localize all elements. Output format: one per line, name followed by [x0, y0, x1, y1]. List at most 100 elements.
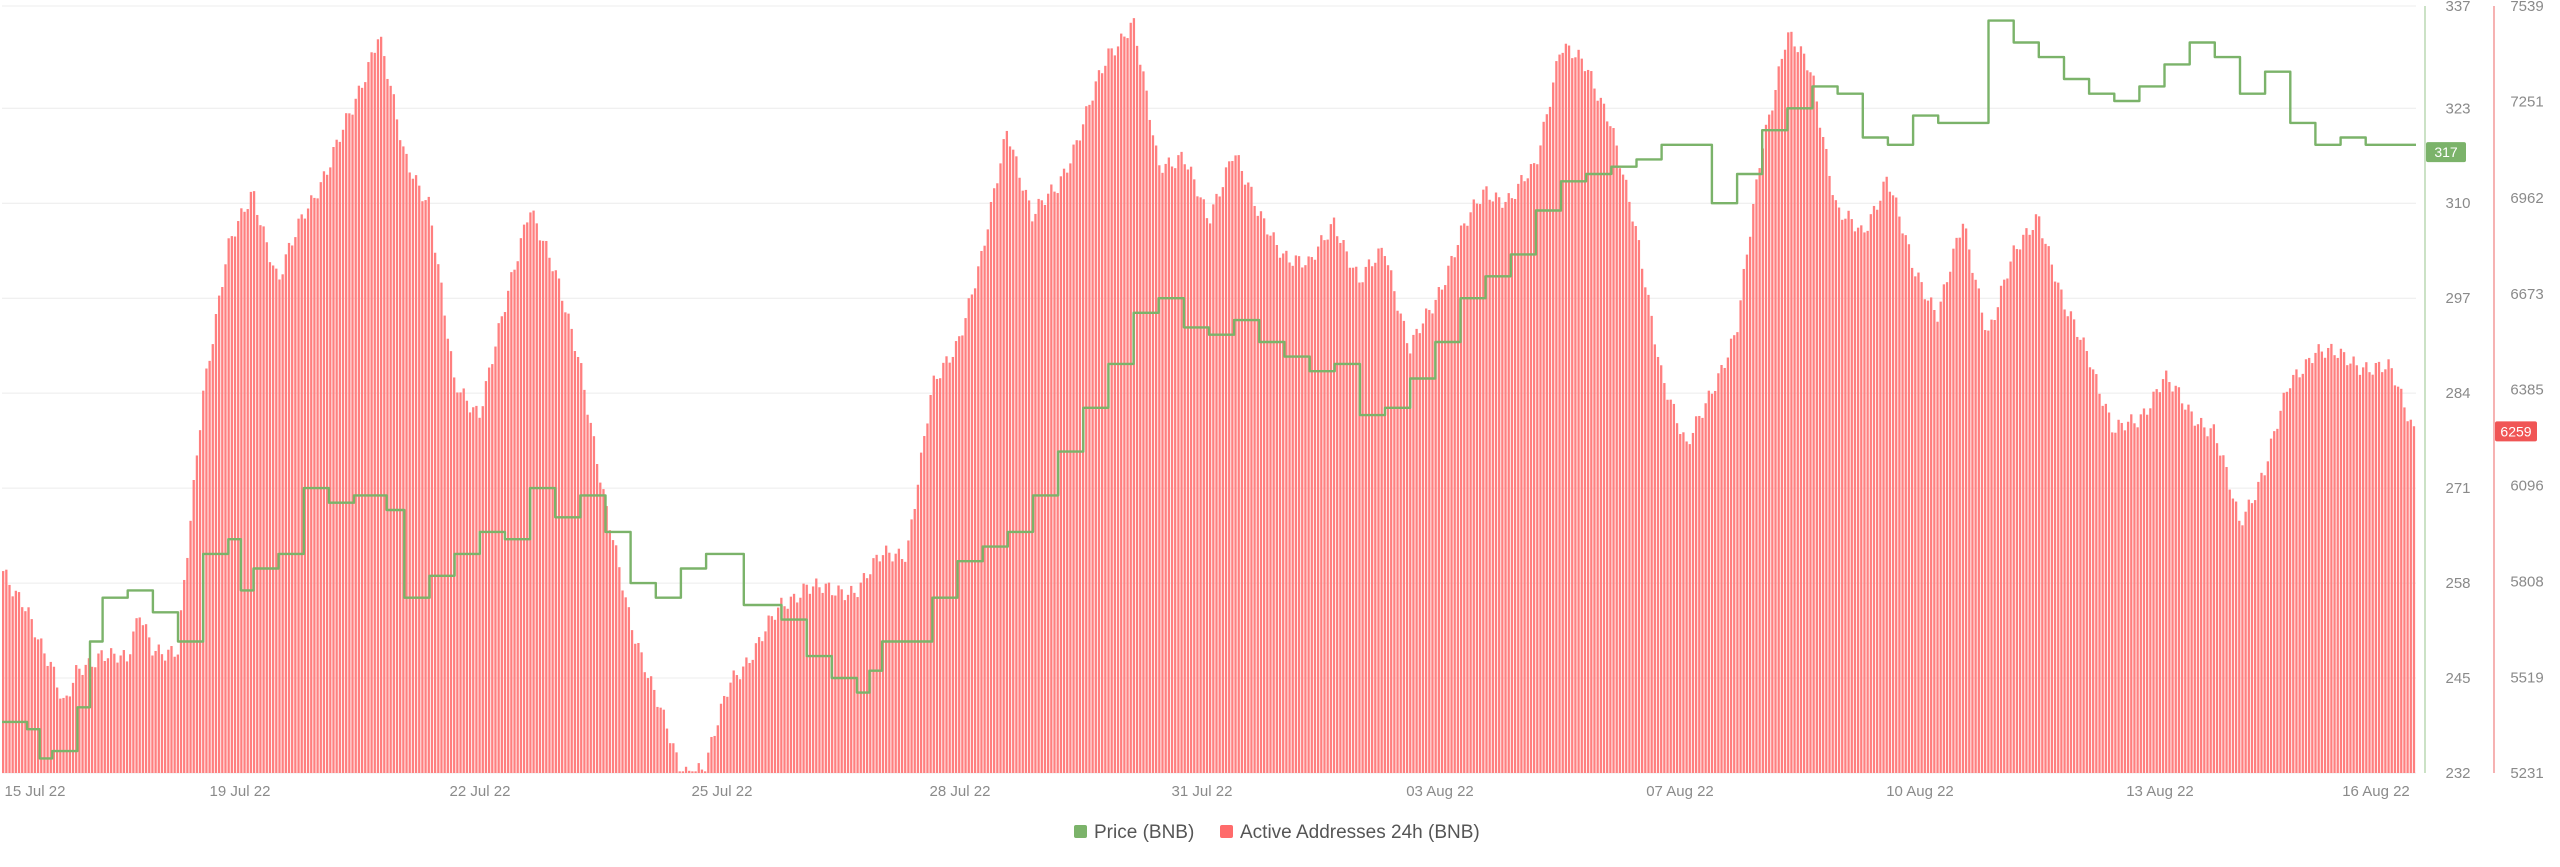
address-bar: [1297, 256, 1301, 773]
address-bar: [1228, 161, 1231, 773]
address-bar: [1968, 249, 1971, 774]
address-bar: [87, 658, 91, 773]
address-bar: [335, 139, 338, 773]
legend-item-price[interactable]: Price (BNB): [1074, 822, 1194, 843]
address-bar: [2365, 362, 2368, 773]
address-bar: [662, 709, 665, 773]
address-bar: [980, 251, 983, 773]
address-bar: [1132, 18, 1136, 773]
address-bar: [1094, 81, 1097, 773]
address-bar: [907, 540, 910, 773]
address-bar: [2314, 352, 2317, 773]
address-bar: [1748, 236, 1752, 773]
address-bar: [1552, 82, 1555, 774]
address-bar: [929, 394, 932, 773]
address-bar: [1018, 177, 1021, 773]
address-bar: [681, 771, 685, 773]
address-bar: [1421, 323, 1425, 773]
address-bar: [2276, 428, 2279, 773]
address-bar: [122, 650, 125, 773]
addresses-tick-label: 5808: [2510, 573, 2543, 590]
address-bar: [1580, 58, 1583, 774]
address-bar: [954, 341, 958, 773]
address-bar: [1123, 36, 1126, 773]
address-bar: [1444, 285, 1447, 773]
address-bar: [1050, 184, 1053, 774]
address-bar: [341, 129, 345, 773]
address-bar: [1478, 204, 1482, 774]
address-bar: [217, 295, 221, 773]
address-bar: [843, 600, 847, 773]
address-bar: [2257, 481, 2260, 773]
address-bar: [2346, 365, 2349, 773]
address-bar: [834, 595, 837, 773]
address-bar: [602, 489, 605, 773]
address-bar: [1139, 64, 1142, 773]
address-bar: [1758, 168, 1761, 774]
address-bar: [125, 661, 129, 773]
address-bar: [757, 637, 761, 773]
address-bar: [2403, 407, 2406, 773]
address-bar: [1545, 114, 1548, 774]
address-bar: [500, 316, 503, 773]
address-bar: [1164, 163, 1167, 774]
address-bar: [2247, 499, 2250, 773]
address-bar: [999, 163, 1002, 773]
address-bar: [1459, 225, 1463, 773]
address-bar: [1542, 121, 1545, 773]
address-bar: [271, 265, 275, 773]
address-bar: [1120, 33, 1123, 773]
address-bar: [487, 367, 491, 773]
address-bar: [262, 226, 265, 773]
address-bar: [2123, 430, 2127, 773]
address-bar: [1008, 146, 1012, 773]
address-bar: [837, 585, 840, 773]
price-axis-ticks: 337 323 310 297 284 271 258 245 232: [2445, 0, 2470, 782]
address-bar: [659, 707, 662, 773]
address-bar: [1066, 172, 1069, 773]
address-bar: [2069, 311, 2073, 773]
address-bar: [1812, 75, 1815, 774]
address-bar: [345, 113, 348, 773]
address-bar: [281, 274, 284, 773]
address-bar: [2142, 408, 2146, 773]
address-bar: [230, 236, 233, 773]
legend-item-addresses[interactable]: Active Addresses 24h (BNB): [1220, 822, 1480, 843]
x-tick-label: 10 Aug 22: [1886, 783, 1954, 800]
address-bar: [68, 696, 71, 773]
address-bar: [2038, 216, 2041, 774]
address-bar: [526, 222, 529, 773]
address-bar: [2136, 427, 2139, 773]
address-bar: [875, 554, 878, 773]
address-bar: [300, 214, 303, 774]
address-bar: [2050, 264, 2054, 773]
address-bar: [2092, 369, 2095, 773]
address-bar: [1399, 313, 1402, 773]
address-bar: [2333, 355, 2336, 773]
address-bar: [2254, 500, 2257, 773]
address-bar: [268, 262, 272, 773]
address-bar: [1409, 353, 1412, 773]
address-bar: [497, 323, 500, 773]
address-bar: [1355, 266, 1358, 773]
address-bar: [672, 743, 675, 773]
address-bar: [859, 582, 862, 773]
address-bar: [608, 530, 611, 773]
address-bar: [1256, 215, 1259, 773]
address-bar: [1034, 213, 1037, 773]
address-bar: [2174, 385, 2177, 773]
address-bar: [386, 78, 389, 773]
address-bar: [2104, 403, 2108, 773]
address-bar: [1872, 205, 1876, 773]
address-bar: [1513, 198, 1517, 774]
address-bar: [1564, 43, 1568, 773]
address-bar: [148, 637, 151, 773]
address-bar: [1101, 73, 1104, 774]
address-bar: [1679, 434, 1682, 773]
address-bar: [294, 237, 297, 774]
address-bar: [2317, 344, 2320, 773]
address-bar: [173, 656, 176, 773]
address-bar: [2390, 368, 2393, 773]
address-bar: [198, 430, 202, 773]
address-bar: [503, 312, 507, 773]
